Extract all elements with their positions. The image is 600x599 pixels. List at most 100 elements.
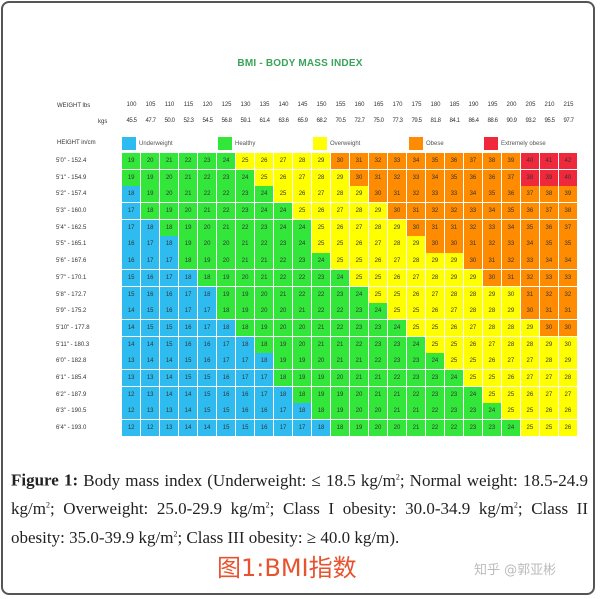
bmi-cell: 20	[178, 203, 198, 220]
bmi-cell: 21	[406, 420, 426, 437]
bmi-cell: 14	[197, 420, 217, 437]
bmi-cell: 26	[520, 386, 540, 403]
bmi-cell: 26	[292, 186, 312, 203]
bmi-cell: 17	[235, 369, 255, 387]
bmi-cell: 22	[330, 303, 350, 320]
bmi-cell: 26	[444, 319, 464, 336]
bmi-cell: 24	[425, 353, 445, 370]
bmi-cell: 19	[311, 386, 331, 403]
bmi-cell: 18	[197, 269, 217, 286]
bmi-cell: 25	[520, 403, 540, 420]
bmi-cell: 32	[425, 203, 445, 220]
bmi-cell: 23	[368, 319, 388, 336]
bmi-cell: 21	[273, 286, 293, 303]
bmi-cell: 38	[520, 169, 540, 186]
bmi-cell: 24	[254, 186, 274, 203]
bmi-cell: 19	[330, 403, 350, 420]
weight-kgs-tick: 72.7	[354, 118, 365, 124]
bmi-cell: 18	[311, 403, 331, 420]
weight-lbs-tick: 105	[145, 102, 156, 108]
bmi-cell: 13	[140, 403, 160, 420]
bmi-cell: 23	[444, 386, 464, 403]
bmi-cell: 22	[406, 386, 426, 403]
bmi-cell: 35	[482, 186, 502, 203]
bmi-cell: 25	[501, 403, 521, 420]
bmi-cell: 20	[140, 153, 160, 170]
bmi-cell: 41	[539, 153, 559, 170]
bmi-cell: 27	[558, 386, 578, 403]
bmi-cell: 24	[292, 236, 312, 253]
weight-kgs-tick: 52.3	[183, 118, 194, 124]
legend-label: Underweight	[139, 140, 173, 147]
bmi-cell: 26	[387, 269, 407, 286]
bmi-cell: 16	[140, 269, 160, 286]
bmi-cell: 42	[558, 153, 578, 170]
bmi-cell: 16	[235, 403, 255, 420]
height-row-label: 5'5" - 165.1	[56, 241, 87, 248]
bmi-cell: 25	[273, 186, 293, 203]
bmi-cell: 27	[311, 186, 331, 203]
bmi-cell: 17	[159, 269, 179, 286]
bmi-cell: 23	[463, 420, 483, 437]
bmi-cell: 16	[122, 236, 141, 253]
bmi-cell: 33	[482, 219, 502, 236]
weight-lbs-tick: 200	[506, 102, 517, 108]
bmi-cell: 18	[159, 236, 179, 253]
weight-kgs-tick: 79.5	[411, 118, 422, 124]
bmi-cell: 34	[558, 253, 578, 270]
weight-kgs-tick: 65.9	[297, 118, 308, 124]
height-row-label: 5'11" - 180.3	[56, 341, 90, 348]
bmi-cell: 20	[387, 420, 407, 437]
bmi-cell: 29	[330, 169, 350, 186]
bmi-cell: 23	[425, 369, 445, 387]
bmi-cell: 36	[501, 186, 521, 203]
bmi-cell: 17	[254, 369, 274, 387]
bmi-cell: 26	[273, 169, 293, 186]
bmi-cell: 15	[197, 369, 217, 387]
bmi-cell: 14	[178, 386, 198, 403]
bmi-cell: 31	[444, 219, 464, 236]
weight-kgs-tick: 63.6	[278, 118, 289, 124]
weight-lbs-tick: 155	[335, 102, 346, 108]
legend: Underweight Healthy Overweight Obese Ext…	[122, 137, 582, 150]
bmi-cell: 27	[349, 219, 369, 236]
weight-lbs-tick: 180	[430, 102, 441, 108]
bmi-cell: 19	[178, 236, 198, 253]
bmi-cell: 33	[558, 269, 578, 286]
bmi-cell: 21	[330, 336, 350, 353]
bmi-cell: 18	[273, 369, 293, 387]
bmi-cell: 19	[254, 319, 274, 336]
bmi-cell: 26	[368, 253, 388, 270]
bmi-cell: 32	[368, 153, 388, 170]
bmi-cell: 23	[425, 386, 445, 403]
bmi-cell: 17	[197, 303, 217, 320]
bmi-cell: 25	[387, 303, 407, 320]
bmi-cell: 33	[425, 186, 445, 203]
bmi-cell: 22	[368, 353, 388, 370]
bmi-cell: 15	[216, 403, 236, 420]
weight-lbs-label: WEIGHT lbs	[57, 103, 91, 109]
bmi-cell: 13	[140, 386, 160, 403]
weight-lbs-tick: 170	[392, 102, 403, 108]
bmi-cell: 36	[463, 169, 483, 186]
weight-kgs-tick: 61.4	[259, 118, 270, 124]
bmi-cell: 29	[349, 186, 369, 203]
bmi-cell: 34	[482, 203, 502, 220]
bmi-cell: 24	[482, 403, 502, 420]
bmi-cell: 28	[482, 319, 502, 336]
bmi-cell: 23	[216, 169, 236, 186]
bmi-cell: 16	[159, 286, 179, 303]
bmi-cell: 21	[349, 353, 369, 370]
bmi-cell: 19	[216, 269, 236, 286]
bmi-cell: 24	[501, 420, 521, 437]
bmi-cell: 16	[197, 353, 217, 370]
bmi-cell: 15	[159, 336, 179, 353]
bmi-cell: 16	[178, 319, 198, 336]
weight-lbs-tick: 190	[468, 102, 479, 108]
bmi-cell: 22	[425, 420, 445, 437]
weight-kgs-row: 45.5 47.7 50.0 52.3 54.5 56.8 59.1 61.4 63.6 65.9…	[122, 118, 578, 124]
bmi-cell: 25	[406, 303, 426, 320]
bmi-cell: 30	[539, 319, 559, 336]
bmi-cell: 28	[311, 169, 331, 186]
bmi-cell: 25	[444, 336, 464, 353]
